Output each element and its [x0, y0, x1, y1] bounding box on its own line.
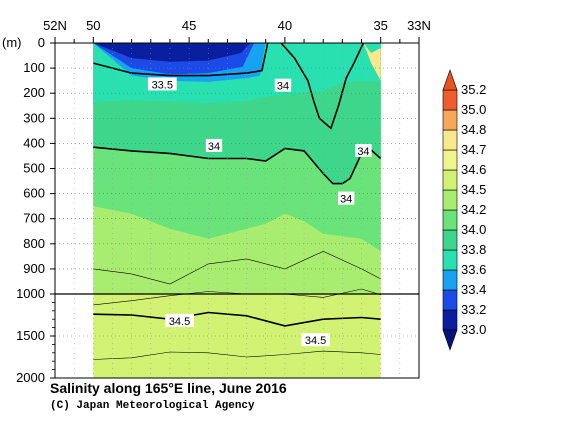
contour-label-2: 34 [205, 138, 223, 153]
svg-text:34: 34 [340, 194, 352, 206]
salinity-fill-layer [93, 43, 381, 378]
latitude-axis: 52N 50 45 40 35 33N [43, 18, 431, 43]
contour-label-0: 33.5 [147, 77, 177, 91]
contour-label-4: 34 [338, 191, 355, 206]
contour-label-layer: 33.5 34 34 34 34 34.5 34.5 [147, 77, 372, 347]
depth-tick-400: 400 [23, 135, 45, 150]
depth-tick-200: 200 [23, 85, 45, 100]
lat-tick-52: 52N [43, 18, 67, 33]
colorbar-label-9: 34.7 [461, 142, 486, 157]
south-saline-core [363, 43, 381, 81]
colorbar-label-5: 34.0 [461, 222, 486, 237]
depth-tick-2000: 2000 [16, 370, 45, 385]
colorbar-label-1: 33.2 [461, 302, 486, 317]
colorbar-bin-11 [442, 89, 458, 111]
plot-area [55, 43, 419, 378]
colorbar-bin-6 [442, 189, 458, 211]
colorbar-label-3: 33.6 [461, 262, 486, 277]
contour-label-1: 34 [274, 78, 292, 93]
depth-tick-500: 500 [23, 161, 45, 176]
contour-line-34.6-6 [93, 350, 381, 360]
svg-text:34.5: 34.5 [169, 316, 190, 328]
salinity-colorbar: 33.0 33.2 33.4 33.6 33.8 34.0 34.2 34.5 34.6 34.7… [442, 69, 486, 351]
contour-label-5: 34.5 [165, 313, 194, 328]
lat-tick-50: 50 [86, 18, 100, 33]
plot-frame [54, 42, 420, 379]
lat-tick-45: 45 [182, 18, 196, 33]
colorbar-label-2: 33.4 [461, 282, 486, 297]
contour-label-3: 34 [355, 143, 372, 158]
lat-tick-40: 40 [278, 18, 292, 33]
chart-credit: (C) Japan Meteorological Agency [50, 400, 255, 412]
contour-line-34-0 [93, 146, 382, 185]
svg-text:34: 34 [357, 146, 369, 158]
depth-tick-900: 900 [23, 261, 45, 276]
surface-patch-33 [93, 43, 241, 52]
depth-tick-300: 300 [23, 110, 45, 125]
colorbar-bin-2 [442, 269, 458, 291]
colorbar-bin-5 [442, 209, 458, 231]
lat-tick-35: 35 [373, 18, 387, 33]
depth-tick-600: 600 [23, 186, 45, 201]
contour-label-6: 34.5 [301, 333, 330, 347]
svg-text:34.5: 34.5 [305, 335, 326, 347]
svg-text:34: 34 [277, 81, 289, 93]
depth-tick-1000: 1000 [16, 286, 45, 301]
depth-tick-0: 0 [38, 35, 45, 50]
svg-text:33.5: 33.5 [152, 79, 173, 91]
colorbar-label-0: 33.0 [461, 322, 486, 337]
svg-text:34: 34 [208, 141, 220, 153]
colorbar-bin-0 [442, 309, 458, 331]
colorbar-label-7: 34.5 [461, 182, 486, 197]
lat-tick-33: 33N [407, 18, 431, 33]
colorbar-bin-1 [442, 289, 458, 311]
depth-unit-label: (m) [2, 35, 22, 50]
depth-tick-1500: 1500 [16, 328, 45, 343]
colorbar-high-arrow [442, 69, 458, 91]
depth-axis: 0 100 200 300 400 500 600 700 800 900 1000 1500 2000 [16, 35, 55, 385]
colorbar-label-12: 35.2 [461, 82, 486, 97]
contour-line-34-3 [280, 43, 365, 130]
colorbar-bin-7 [442, 169, 458, 191]
colorbar-bin-4 [442, 229, 458, 251]
depth-tick-100: 100 [23, 60, 45, 75]
chart-title: Salinity along 165°E line, June 2016 [50, 380, 287, 396]
depth-tick-800: 800 [23, 236, 45, 251]
colorbar-label-10: 34.8 [461, 122, 486, 137]
colorbar-label-4: 33.8 [461, 242, 486, 257]
depth-tick-700: 700 [23, 211, 45, 226]
colorbar-bin-3 [442, 249, 458, 271]
colorbar-label-11: 35.0 [461, 102, 486, 117]
colorbar-label-6: 34.2 [461, 202, 486, 217]
colorbar-label-8: 34.6 [461, 162, 486, 177]
colorbar-bin-9 [442, 129, 458, 151]
colorbar-bin-8 [442, 149, 458, 171]
colorbar-low-arrow [442, 329, 458, 351]
contour-line-34.5-1 [93, 311, 381, 327]
colorbar-bin-10 [442, 109, 458, 131]
